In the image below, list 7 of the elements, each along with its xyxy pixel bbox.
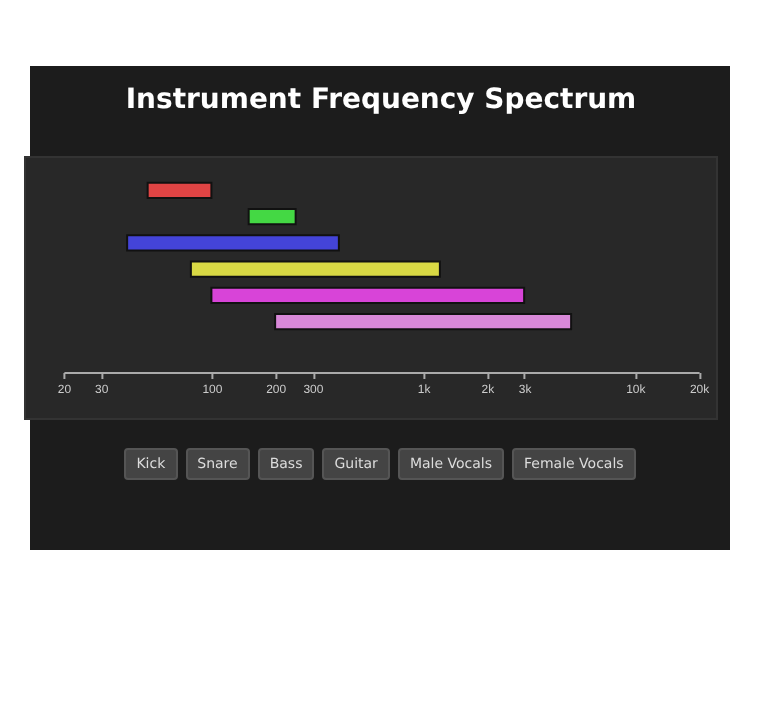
chart-title: Instrument Frequency Spectrum bbox=[125, 84, 637, 116]
bar bbox=[189, 260, 441, 278]
bar bbox=[146, 181, 213, 199]
bar bbox=[210, 286, 526, 305]
bar bbox=[247, 207, 297, 226]
bar bbox=[126, 234, 340, 252]
bar bbox=[274, 313, 573, 331]
